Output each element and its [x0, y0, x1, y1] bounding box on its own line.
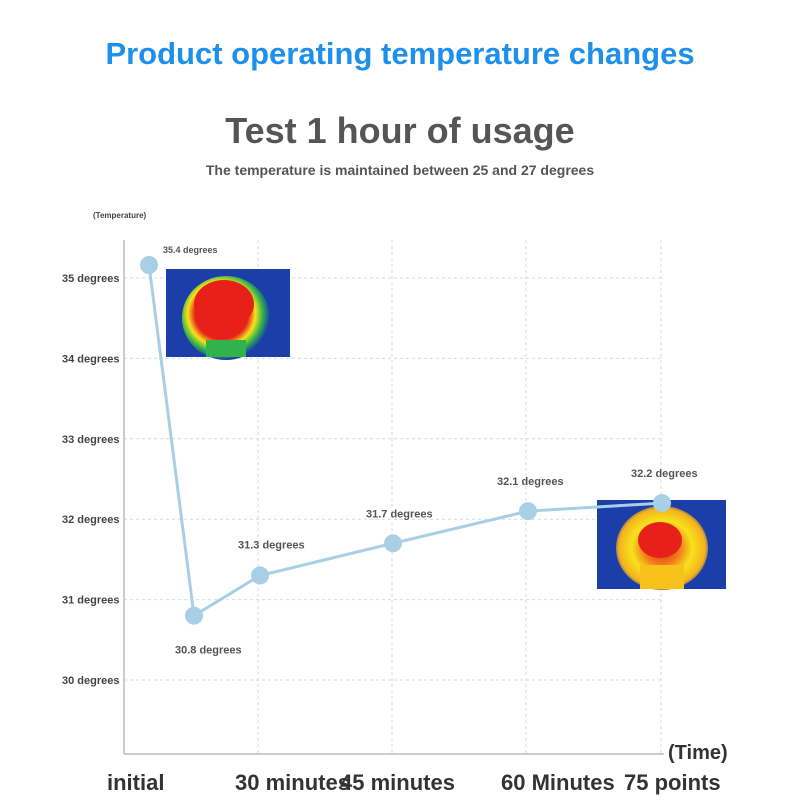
- data-label: 30.8 degrees: [175, 645, 242, 657]
- x-tick-label: 60 Minutes: [501, 770, 615, 795]
- thermal-image-end: [597, 500, 726, 590]
- y-tick-labels: 35 degrees 34 degrees 33 degrees 32 degrees…: [62, 273, 119, 687]
- x-tick-label: 45 minutes: [340, 770, 455, 795]
- x-tick-label: 75 points: [624, 770, 721, 795]
- y-tick-label: 33 degrees: [62, 434, 119, 446]
- data-label: 31.7 degrees: [366, 508, 433, 520]
- data-label: 32.1 degrees: [497, 476, 564, 488]
- data-point: [185, 606, 203, 625]
- chart-subtitle: The temperature is maintained between 25…: [205, 162, 595, 178]
- data-label: 32.2 degrees: [631, 468, 698, 480]
- axes: [123, 240, 664, 755]
- data-point: [140, 256, 158, 274]
- data-label: 35.4 degrees: [163, 245, 218, 255]
- data-point: [384, 534, 402, 553]
- y-tick-label: 30 degrees: [62, 675, 119, 687]
- y-axis-label: (Temperature): [93, 211, 147, 220]
- y-tick-label: 32 degrees: [62, 514, 119, 526]
- data-point: [251, 566, 269, 585]
- data-point: [519, 502, 537, 521]
- x-tick-label: initial: [107, 770, 164, 795]
- chart-title: Test 1 hour of usage: [225, 110, 575, 151]
- data-points: [140, 256, 671, 625]
- data-point: [653, 494, 671, 513]
- y-tick-label: 35 degrees: [62, 273, 119, 285]
- x-tick-label: 30 minutes: [235, 770, 350, 795]
- x-axis-label: (Time): [668, 742, 728, 764]
- thermal-image-initial: [166, 269, 290, 360]
- y-tick-label: 31 degrees: [62, 595, 119, 607]
- headline: Product operating temperature changes: [105, 36, 695, 71]
- temperature-line: [147, 264, 663, 619]
- y-tick-label: 34 degrees: [62, 353, 119, 365]
- data-label: 31.3 degrees: [238, 539, 305, 551]
- data-labels: 35.4 degrees 30.8 degrees 31.3 degrees 31.7…: [163, 245, 698, 657]
